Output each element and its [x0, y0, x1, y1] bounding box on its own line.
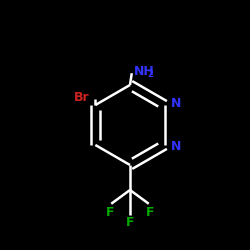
Text: Br: Br [74, 91, 89, 104]
Text: N: N [171, 140, 181, 153]
Text: F: F [146, 206, 154, 219]
Text: NH: NH [134, 65, 154, 78]
Text: F: F [106, 206, 114, 219]
Text: 2: 2 [148, 70, 154, 79]
Text: N: N [171, 97, 181, 110]
Text: F: F [126, 216, 134, 229]
